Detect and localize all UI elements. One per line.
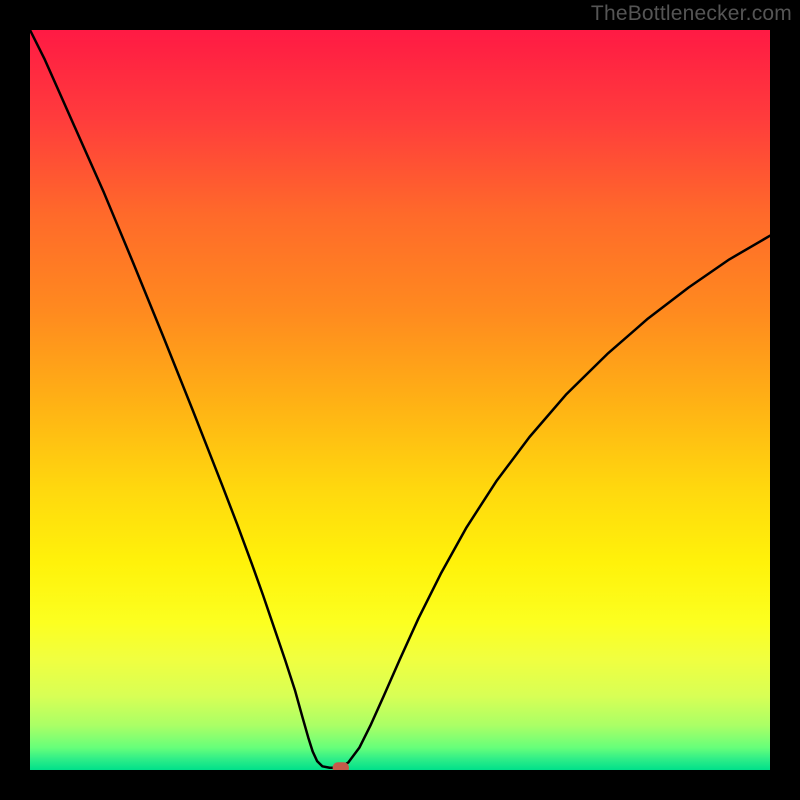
chart-svg: [30, 30, 770, 770]
plot-area: [30, 30, 770, 770]
chart-frame: TheBottlenecker.com: [0, 0, 800, 800]
watermark-text: TheBottlenecker.com: [591, 2, 792, 26]
bottleneck-marker: [333, 762, 349, 770]
